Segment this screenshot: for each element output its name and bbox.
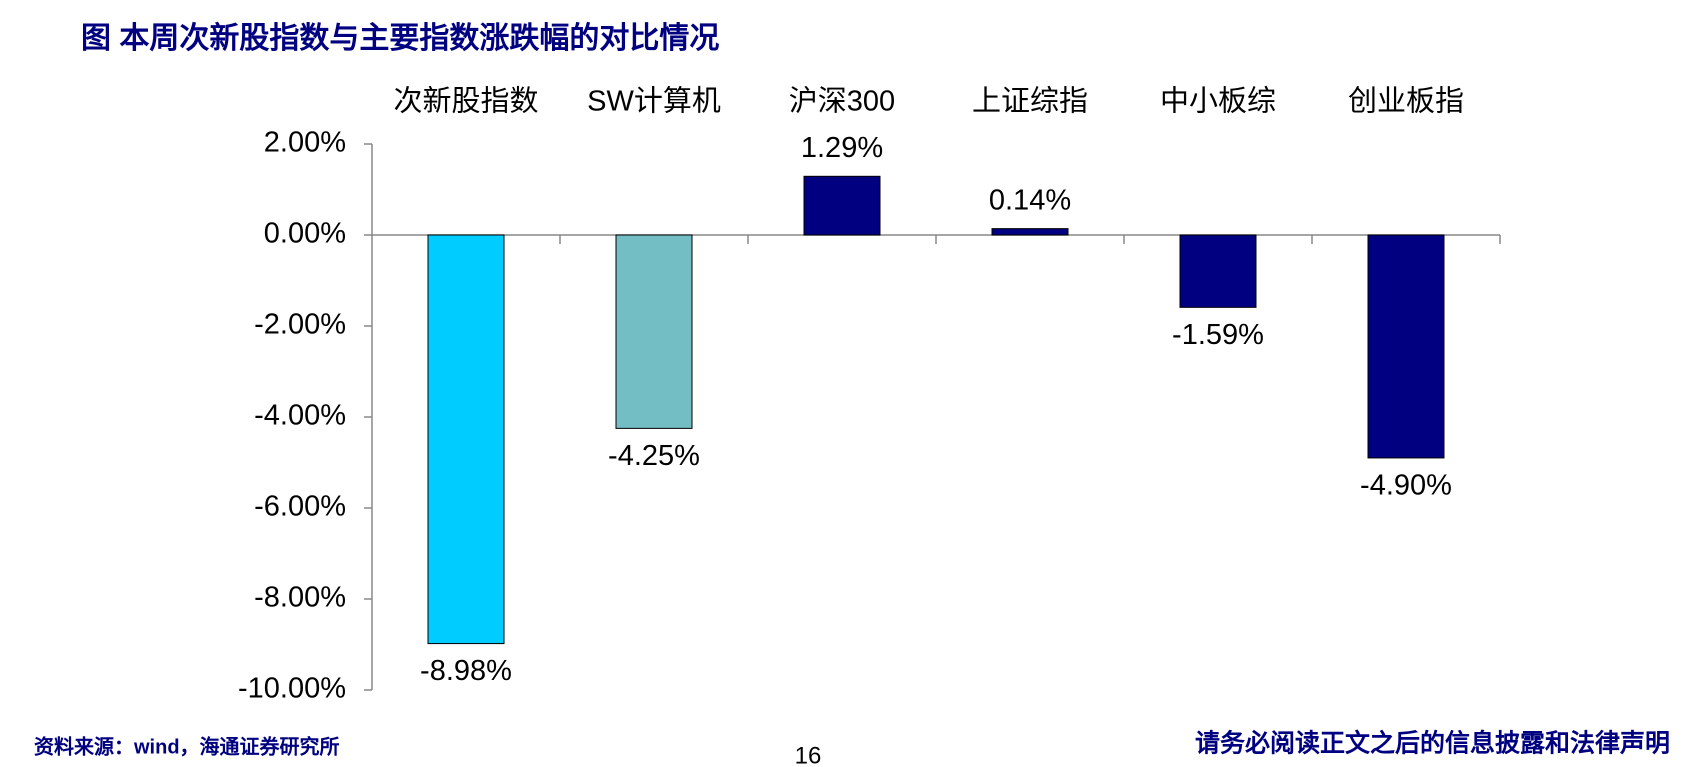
value-label: -4.25% (608, 440, 700, 472)
bar (1367, 234, 1445, 459)
bar (803, 175, 881, 236)
y-tick-label: -10.00% (238, 673, 346, 705)
x-tick-label: 创业板指 (1348, 85, 1464, 118)
y-tick-label: 0.00% (264, 218, 346, 250)
x-tick-label: SW计算机 (587, 85, 721, 118)
y-tick-label: -2.00% (254, 309, 346, 341)
y-tick-label: -8.00% (254, 582, 346, 614)
y-tick-label: 2.00% (264, 127, 346, 159)
bar (991, 228, 1069, 236)
source-note: 资料来源：wind，海通证券研究所 (34, 734, 340, 758)
y-tick-label: -4.00% (254, 400, 346, 432)
x-tick-label: 中小板综 (1160, 85, 1276, 118)
x-tick-label: 沪深300 (789, 85, 895, 118)
page-number: 16 (795, 742, 822, 767)
value-label: -8.98% (420, 655, 512, 687)
bar (615, 234, 693, 429)
bar (1179, 234, 1257, 308)
chart-title: 图 本周次新股指数与主要指数涨跌幅的对比情况 (81, 22, 719, 55)
x-tick-label: 次新股指数 (393, 85, 538, 118)
value-label: -4.90% (1360, 470, 1452, 502)
value-label: -1.59% (1172, 319, 1264, 351)
disclaimer: 请务必阅读正文之后的信息披露和法律声明 (1195, 729, 1670, 758)
value-label: 1.29% (801, 132, 883, 164)
bar (427, 234, 505, 645)
y-tick-label: -6.00% (254, 491, 346, 523)
x-tick-label: 上证综指 (972, 85, 1088, 118)
value-label: 0.14% (989, 184, 1071, 216)
